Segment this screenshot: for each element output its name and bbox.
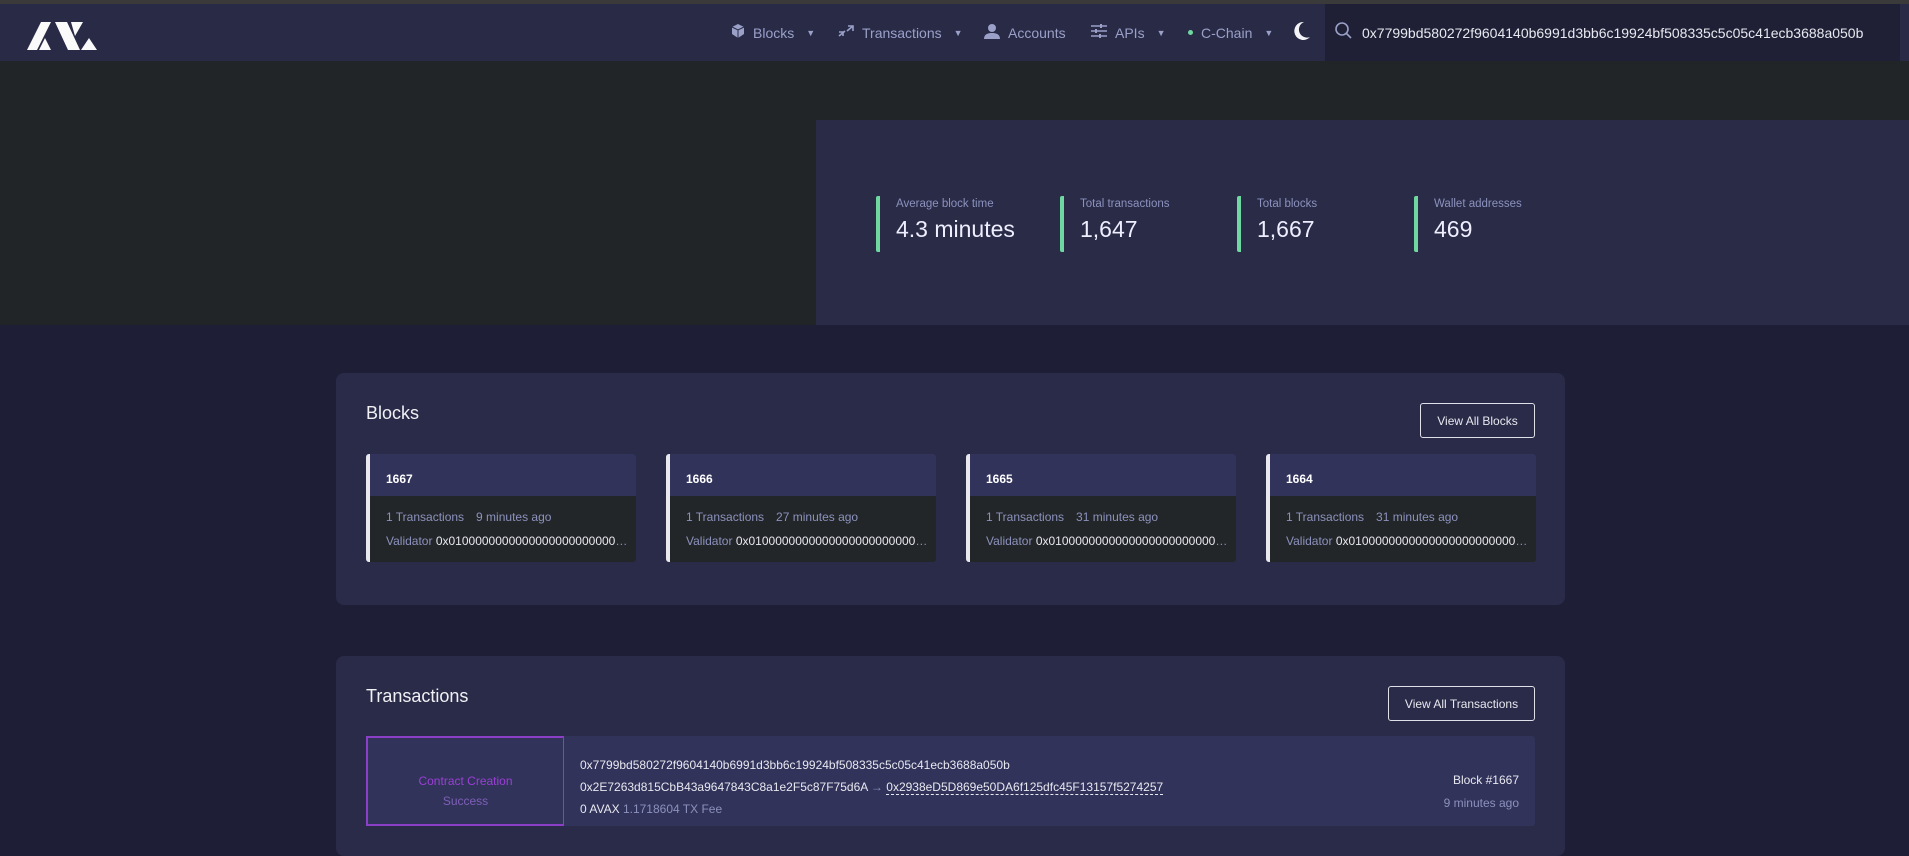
search-icon (1335, 21, 1352, 44)
window-top-border (0, 0, 1909, 4)
chevron-down-icon: ▼ (1156, 27, 1166, 38)
blocks-card: Blocks View All Blocks 1667 1 Transactio… (336, 373, 1565, 605)
blocks-title: Blocks (366, 403, 420, 423)
from-address[interactable]: 0x2E7263d815CbB43a9647843C8a1e2F5c87F75d… (580, 780, 868, 794)
cube-icon (731, 24, 745, 41)
validator-address[interactable]: 0x01000000000000000000000000000000000000… (1035, 534, 1232, 548)
block-number[interactable]: 1666 (670, 454, 936, 496)
transaction-hash[interactable]: 0x7799bd580272f9604140b6991d3bb6c19924bf… (580, 758, 1010, 772)
hero-background (0, 61, 816, 325)
chain-selector[interactable]: C-Chain ▼ (1188, 4, 1273, 61)
transaction-block[interactable]: Block #1667 (1452, 773, 1519, 787)
hero-background-top (816, 61, 1909, 120)
search-bar (1325, 4, 1900, 61)
transactions-card: Transactions View All Transactions Contr… (336, 656, 1565, 856)
avalanche-logo[interactable] (27, 22, 103, 55)
arrow-icon: → (870, 780, 883, 794)
transaction-value: 0 AVAX (580, 802, 620, 816)
nav-accounts[interactable]: Accounts (984, 4, 1066, 61)
block-tx-count: 1 Transactions (1286, 510, 1365, 524)
validator-address[interactable]: 0x01000000000000000000000000000000000000… (735, 534, 932, 548)
block-number[interactable]: 1665 (970, 454, 1236, 496)
transaction-fee: 1.1718604 TX Fee (622, 802, 723, 816)
view-all-blocks-button[interactable]: View All Blocks (1420, 403, 1535, 438)
transaction-age: 9 minutes ago (1443, 796, 1519, 810)
chevron-down-icon: ▼ (806, 27, 816, 38)
block-age: 31 minutes ago (1076, 510, 1159, 524)
stat-total-blocks: Total blocks 1,667 (1237, 196, 1317, 252)
stat-total-transactions: Total transactions 1,647 (1060, 196, 1170, 252)
theme-toggle[interactable] (1294, 4, 1310, 61)
nav-transactions[interactable]: Transactions ▼ (838, 4, 963, 61)
transaction-type-box: Contract Creation Success (366, 736, 564, 826)
validator-label: Validator (686, 534, 733, 548)
transactions-title: Transactions (366, 686, 469, 706)
stats-panel: Average block time 4.3 minutes Total tran… (816, 120, 1909, 325)
block-card[interactable]: 1666 1 Transactions 27 minutes ago Valida… (666, 454, 936, 562)
stat-avg-block-time: Average block time 4.3 minutes (876, 196, 1015, 252)
validator-label: Validator (1286, 534, 1333, 548)
block-tx-count: 1 Transactions (686, 510, 765, 524)
validator-label: Validator (386, 534, 433, 548)
block-card[interactable]: 1665 1 Transactions 31 minutes ago Valida… (966, 454, 1236, 562)
transaction-row[interactable]: Contract Creation Success 0x7799bd580272… (366, 736, 1535, 826)
to-address[interactable]: 0x2938eD5D869e50DA6f125dfc45F13157f52742… (886, 780, 1164, 795)
transfer-icon (838, 24, 854, 41)
block-tx-count: 1 Transactions (386, 510, 465, 524)
block-number[interactable]: 1667 (370, 454, 636, 496)
validator-address[interactable]: 0x01000000000000000000000000000000000000… (435, 534, 632, 548)
user-icon (984, 23, 1000, 42)
block-card[interactable]: 1667 1 Transactions 9 minutes ago Validat… (366, 454, 636, 562)
nav-blocks[interactable]: Blocks ▼ (731, 4, 815, 61)
view-all-transactions-button[interactable]: View All Transactions (1388, 686, 1535, 721)
block-card[interactable]: 1664 1 Transactions 31 minutes ago Valida… (1266, 454, 1536, 562)
search-input[interactable] (1362, 24, 1892, 41)
block-age: 27 minutes ago (776, 510, 859, 524)
block-tx-count: 1 Transactions (986, 510, 1065, 524)
block-number[interactable]: 1664 (1270, 454, 1536, 496)
moon-icon (1294, 21, 1310, 43)
validator-address[interactable]: 0x01000000000000000000000000000000000000… (1335, 534, 1532, 548)
block-age: 31 minutes ago (1376, 510, 1459, 524)
chevron-down-icon: ▼ (953, 27, 963, 38)
nav-apis[interactable]: APIs ▼ (1091, 4, 1166, 61)
sliders-icon (1091, 24, 1107, 41)
stat-wallet-addresses: Wallet addresses 469 (1414, 196, 1522, 252)
chevron-down-icon: ▼ (1264, 27, 1274, 38)
status-dot-icon (1188, 30, 1193, 35)
block-age: 9 minutes ago (476, 510, 552, 524)
validator-label: Validator (986, 534, 1033, 548)
